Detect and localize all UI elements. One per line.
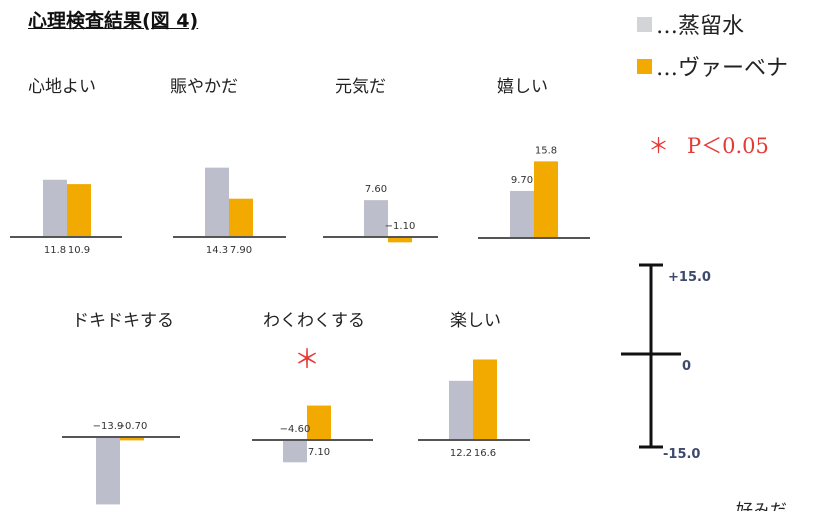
- significance-text: P＜0.05: [687, 134, 769, 158]
- panel-5-value-water: −13.9: [93, 421, 124, 432]
- significance-note: ＊ P＜0.05: [648, 130, 769, 160]
- panel-3-bar-verbena: [388, 237, 412, 243]
- legend-item-water: …蒸留水: [637, 8, 744, 40]
- panel-4-bar-water: [510, 190, 534, 238]
- panel-6-significance-star: ＊: [294, 345, 320, 375]
- scale-bottom-label: -15.0: [663, 447, 700, 462]
- legend-label-water: …蒸留水: [656, 14, 745, 39]
- panel-3-value-water: 7.60: [365, 184, 387, 195]
- panel-4-label: 嬉しい: [497, 77, 548, 97]
- panel-7-label: 楽しい: [450, 311, 501, 331]
- panel-5-bar-water: [96, 437, 120, 505]
- significance-star: ＊: [648, 134, 669, 158]
- panel-6-bar-water: [283, 440, 307, 463]
- panel-6-value-verbena: 7.10: [308, 447, 330, 458]
- panel-3-value-verbena: −1.10: [385, 221, 416, 232]
- partial-category-label: 好みだ: [736, 501, 787, 511]
- panel-6-bar-verbena: [307, 405, 331, 440]
- panel-4-value-verbena: 15.8: [535, 145, 557, 156]
- panel-5-label: ドキドキする: [72, 311, 174, 331]
- page-title: 心理検査結果(図 4): [28, 10, 199, 32]
- panel-3-label: 元気だ: [335, 77, 386, 97]
- panel-4-bar-verbena: [534, 161, 558, 238]
- panel-7-bar-water: [449, 380, 473, 440]
- panel-6-label: わくわくする: [263, 311, 365, 331]
- panel-6-value-water: −4.60: [280, 424, 311, 435]
- scale-mid-label: 0: [682, 359, 691, 374]
- panel-5-bar-verbena: [120, 437, 144, 441]
- panel-2-value-verbena: 7.90: [230, 245, 252, 256]
- legend-swatch-verbena: [637, 58, 652, 74]
- panel-5-value-verbena: −0.70: [117, 421, 148, 432]
- panel-1-bar-water: [43, 179, 67, 237]
- legend-item-verbena: …ヴァーベナ: [637, 50, 788, 82]
- panel-2-label: 賑やかだ: [170, 77, 238, 97]
- panel-1-value-verbena: 10.9: [68, 245, 90, 256]
- panel-1-bar-verbena: [67, 184, 91, 237]
- panel-1-label: 心地よい: [28, 77, 96, 97]
- panel-7-value-water: 12.2: [450, 448, 472, 459]
- panel-3-bar-water: [364, 200, 388, 237]
- scale-top-label: +15.0: [668, 270, 711, 285]
- legend-swatch-water: [637, 16, 652, 32]
- panel-2-bar-water: [205, 167, 229, 237]
- panel-7-value-verbena: 16.6: [474, 448, 496, 459]
- panel-2-bar-verbena: [229, 198, 253, 237]
- panel-4-value-water: 9.70: [511, 175, 533, 186]
- panel-1-value-water: 11.8: [44, 245, 66, 256]
- legend-label-verbena: …ヴァーベナ: [656, 56, 789, 81]
- panel-7-bar-verbena: [473, 359, 497, 440]
- panel-2-value-water: 14.3: [206, 245, 228, 256]
